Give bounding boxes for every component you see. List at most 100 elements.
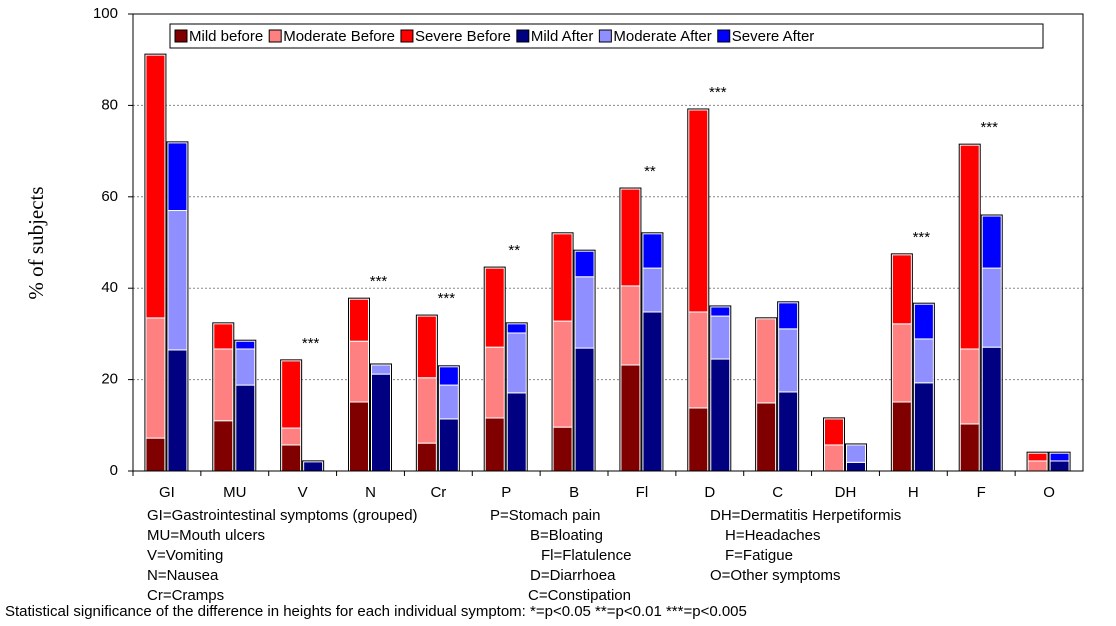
bar-segment	[824, 444, 844, 472]
y-tick-label: 20	[101, 371, 118, 388]
bar-segment	[438, 366, 459, 386]
bar-outline	[687, 108, 710, 472]
bar-outline	[980, 214, 1003, 472]
bar-segment	[981, 267, 1002, 348]
bar-outline	[551, 232, 574, 472]
key-text: F=Fatigue	[725, 547, 793, 564]
y-tick-label: 60	[101, 188, 118, 205]
key-text: C=Constipation	[528, 587, 631, 604]
y-tick-label: 100	[93, 5, 118, 22]
bar-segment	[235, 384, 256, 472]
bar-segment	[235, 348, 256, 386]
bar-outline	[777, 301, 800, 472]
bar-outline	[890, 253, 913, 472]
plot-frame	[132, 13, 1084, 472]
bar-outline	[234, 339, 257, 472]
bar-outline	[212, 322, 235, 472]
key-text: B=Bloating	[530, 527, 603, 544]
bar-segment	[688, 109, 709, 313]
bar-segment	[416, 377, 437, 444]
bar-segment	[438, 418, 459, 472]
key-text: GI=Gastrointestinal symptoms (grouped)	[147, 507, 418, 524]
bar-segment	[506, 332, 527, 394]
bar-segment	[349, 401, 369, 472]
bar-segment	[756, 318, 777, 404]
bar-segment	[371, 373, 391, 472]
bar-segment	[981, 215, 1002, 269]
y-axis-label: % of subjects	[24, 186, 48, 299]
key-text: DH=Dermatitis Herpetiformis	[710, 507, 901, 524]
bar-segment	[824, 418, 844, 446]
bar-segment	[1049, 452, 1070, 462]
bar-segment	[846, 444, 866, 463]
bar-segment	[891, 254, 912, 325]
bar-segment	[913, 303, 934, 340]
significance: ***	[709, 84, 727, 101]
x-tick-label: B	[569, 484, 579, 501]
bar-outline	[415, 314, 438, 472]
bar-segment	[574, 347, 595, 472]
bar-segment	[710, 315, 731, 360]
bar-outline	[958, 143, 981, 472]
bar-segment	[574, 276, 595, 349]
bar-outline	[302, 460, 325, 472]
bar-outline	[505, 322, 528, 472]
bar-outline	[573, 249, 596, 472]
x-tick-label: DH	[835, 484, 857, 501]
bar-segment	[688, 311, 709, 409]
bar-outline	[144, 53, 167, 472]
significance: ***	[913, 229, 931, 246]
bar-segment	[913, 338, 934, 384]
x-tick-label: P	[501, 484, 511, 501]
bar-segment	[281, 444, 302, 472]
y-tick-label: 0	[110, 462, 118, 479]
significance: ***	[438, 290, 456, 307]
key-text: D=Diarrhoea	[530, 567, 616, 584]
bar-segment	[281, 360, 302, 429]
key-text: V=Vomiting	[147, 547, 223, 564]
significance: ***	[302, 335, 320, 352]
bar-segment	[959, 423, 980, 472]
bar-outline	[348, 297, 370, 472]
legend-label: Mild After	[531, 28, 594, 45]
bar-outline	[483, 266, 506, 472]
bar-segment	[620, 285, 641, 366]
bar-segment	[891, 401, 912, 472]
x-tick-label: Fl	[636, 484, 649, 501]
significance: **	[644, 163, 656, 180]
bar-segment	[145, 317, 166, 439]
legend-label: Severe After	[732, 28, 815, 45]
bar-segment	[213, 420, 234, 472]
legend-label: Mild before	[189, 28, 263, 45]
key-text: N=Nausea	[147, 567, 219, 584]
bar-outline	[912, 302, 935, 472]
bar-segment	[642, 267, 663, 313]
bar-segment	[371, 364, 391, 375]
bar-segment	[846, 461, 866, 472]
bar-outline	[1026, 451, 1049, 472]
bar-outline	[1048, 451, 1071, 472]
bar-segment	[506, 392, 527, 472]
bar-segment	[281, 427, 302, 446]
bar-outline	[437, 365, 460, 472]
bar-segment	[552, 320, 573, 428]
bar-outline	[166, 141, 189, 472]
bar-segment	[710, 306, 731, 317]
x-tick-label: F	[977, 484, 986, 501]
bar-outline	[755, 317, 778, 472]
y-tick-label: 40	[101, 279, 118, 296]
bar-segment	[710, 358, 731, 472]
significance: ***	[370, 273, 388, 290]
x-tick-label: C	[772, 484, 783, 501]
bar-segment	[1049, 460, 1070, 472]
bar-segment	[167, 142, 188, 212]
bar-segment	[913, 382, 934, 472]
bar-outline	[709, 305, 732, 472]
bar-segment	[235, 340, 256, 350]
bar-segment	[778, 328, 799, 393]
legend-swatch	[174, 29, 188, 43]
x-tick-label: H	[908, 484, 919, 501]
x-tick-label: GI	[159, 484, 175, 501]
significance: ***	[980, 119, 998, 136]
